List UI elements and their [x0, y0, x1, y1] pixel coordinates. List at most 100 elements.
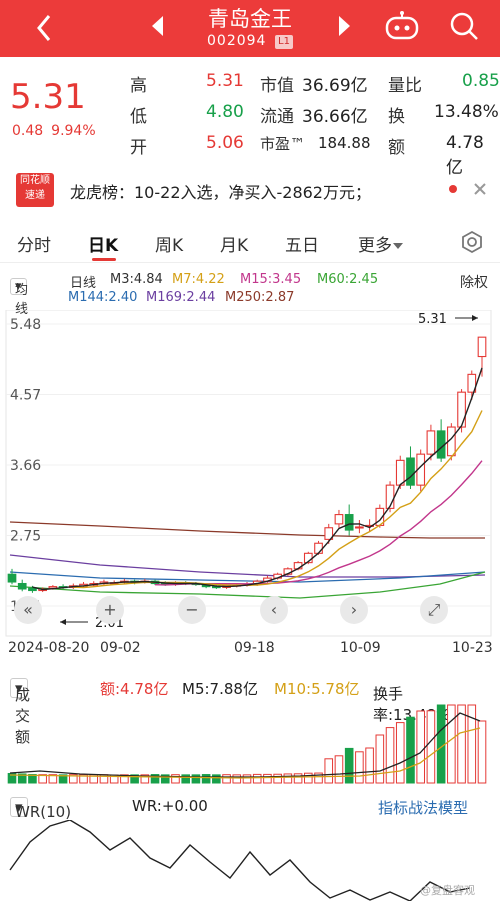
close-icon[interactable] — [472, 181, 488, 197]
y-tick-label-0: 5.48 — [10, 317, 41, 333]
quote-panel: 5.31 0.48 9.94% 高 5.31 低 4.80 开 5.06 市值 3… — [0, 57, 500, 178]
next-stock-icon[interactable] — [339, 16, 351, 36]
volume-bar-33 — [344, 747, 354, 784]
turnover-label: 换 — [388, 107, 405, 127]
volume-bar-5 — [58, 774, 68, 784]
volume-bar-32 — [334, 755, 344, 784]
amount-value: 4.78亿 — [446, 133, 484, 178]
wr-select[interactable]: WR(10) ▾ — [10, 797, 71, 821]
back-icon[interactable] — [36, 14, 52, 42]
zoom-out-button[interactable]: − — [178, 596, 206, 624]
ma-select[interactable]: 均线 ▾ — [10, 278, 28, 317]
wr-line — [9, 820, 471, 901]
volume-bar-19 — [201, 774, 211, 784]
open-label: 开 — [130, 138, 147, 158]
ma-m7: M7:4.22 — [172, 272, 225, 287]
robot-assistant-icon[interactable] — [384, 10, 420, 42]
volume-chart[interactable] — [0, 703, 500, 786]
search-icon[interactable] — [448, 10, 480, 42]
volume-select[interactable]: 成交额 ▾ — [10, 678, 30, 746]
volume-bar-21 — [222, 774, 231, 784]
scroll-left-button[interactable]: ‹ — [260, 596, 288, 624]
x-label-3: 10-09 — [340, 640, 381, 656]
volume-bar-28 — [293, 773, 303, 784]
change-amount: 0.48 — [12, 123, 44, 139]
volume-bar-23 — [242, 774, 252, 784]
candle-1 — [17, 582, 27, 590]
volume-select-label: 成交额 — [15, 686, 31, 746]
ma-m169: M169:2.44 — [146, 290, 216, 305]
candle-38 — [395, 459, 405, 486]
wr-value: WR:+0.00 — [132, 797, 208, 815]
scroll-right-button[interactable]: › — [340, 596, 368, 624]
y-tick-label-2: 3.66 — [10, 458, 41, 474]
volume-bar-22 — [232, 774, 242, 784]
prev-stock-icon[interactable] — [152, 16, 164, 36]
volume-bar-6 — [69, 774, 78, 784]
volume-bar-46 — [477, 720, 487, 784]
mktcap-label: 市值 — [260, 76, 294, 96]
tab-more[interactable]: 更多 — [358, 231, 404, 256]
ma144-line — [9, 571, 486, 583]
ma-m144: M144:2.40 — [68, 290, 138, 305]
volume-bar-20 — [212, 774, 221, 784]
chevron-down-icon — [393, 243, 403, 249]
ma-m3: M3:4.84 — [110, 272, 163, 287]
news-ticker[interactable]: 同花顺 速递 龙虎榜：10-22入选，净买入-2862万元； — [0, 170, 500, 210]
ma-lines — [9, 521, 486, 599]
ma7-line — [73, 410, 483, 589]
tab-intraday[interactable]: 分时 — [17, 236, 51, 256]
low-label: 低 — [130, 107, 147, 127]
candle-44 — [457, 391, 466, 428]
mktcap-value: 36.69亿 — [302, 76, 368, 96]
volume-bar-12 — [130, 774, 139, 784]
volume-bar-14 — [150, 774, 160, 784]
indicator-model-link[interactable]: 指标战法模型 — [378, 799, 469, 817]
volume-amount: 额:4.78亿 — [100, 680, 169, 698]
volume-bar-45 — [467, 704, 477, 784]
unread-dot-icon — [449, 185, 457, 193]
tab-weekly-k[interactable]: 周K — [155, 236, 184, 256]
level-badge: L1 — [275, 35, 293, 49]
change-percent: 9.94% — [51, 123, 96, 139]
wr-chart — [9, 820, 471, 901]
candle-2 — [28, 587, 37, 592]
fullscreen-button[interactable]: ⤢ — [420, 596, 448, 624]
x-label-0: 2024-08-20 — [8, 640, 90, 656]
tab-daily-k[interactable]: 日K — [88, 236, 119, 256]
ma-legend: 均线 ▾ 日线 M3:4.84 M7:4.22 M15:3.45 M60:2.4… — [0, 270, 500, 317]
candle-0 — [7, 573, 17, 583]
tab-five-day[interactable]: 五日 — [285, 236, 319, 256]
news-logo-line1: 同花顺 — [20, 175, 50, 186]
active-tab-indicator — [92, 258, 116, 261]
high-row: 高 — [130, 71, 147, 96]
volume-bar-24 — [252, 773, 262, 784]
ex-rights-button[interactable]: 除权 — [460, 275, 488, 291]
volume-m10: M10:5.78亿 — [274, 680, 360, 698]
volume-bar-17 — [181, 774, 190, 784]
price-change: 0.48 9.94% — [12, 123, 104, 139]
volume-header: 成交额 ▾ 额:4.78亿 M5:7.88亿 M10:5.78亿 换手率:13.… — [0, 673, 500, 746]
volume-bar-3 — [38, 774, 47, 784]
volume-m5: M5:7.88亿 — [182, 680, 258, 698]
kline-chart[interactable]: 5.31 2.01 5.484.573.662.751.84 — [0, 310, 500, 640]
stock-code: 002094 — [207, 33, 267, 49]
settings-icon[interactable] — [460, 230, 484, 254]
volume-bar-42 — [436, 704, 446, 784]
last-price: 5.31 — [10, 77, 86, 117]
low-arrow-head — [60, 619, 66, 625]
low-value: 4.80 — [206, 102, 244, 122]
tab-monthly-k[interactable]: 月K — [220, 236, 249, 256]
volume-bar-2 — [28, 774, 37, 784]
volume-bar-29 — [304, 772, 313, 784]
ma250-line — [9, 521, 485, 539]
volume-bar-16 — [171, 774, 180, 784]
volume-bar-35 — [365, 747, 374, 784]
volume-ratio-value: 0.85 — [462, 71, 500, 91]
volume-m5-line — [9, 712, 481, 778]
wr-header: WR(10) ▾ WR:+0.00 指标战法模型 — [0, 792, 500, 822]
zoom-in-button[interactable]: + — [96, 596, 124, 624]
volume-bar-41 — [426, 710, 436, 784]
scroll-left-fast-button[interactable]: « — [14, 596, 42, 624]
candle-39 — [406, 457, 415, 486]
